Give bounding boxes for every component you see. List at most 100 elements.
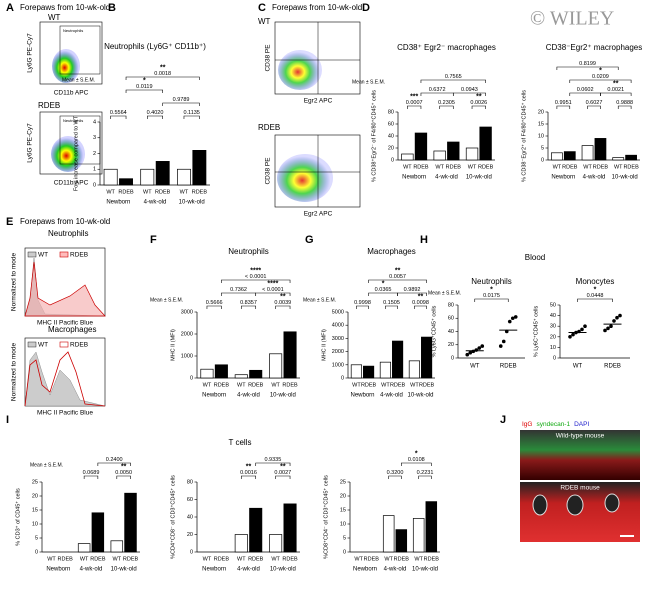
gate bbox=[59, 25, 101, 75]
legend-label: WT bbox=[38, 252, 48, 259]
y-axis-label: %CD4⁺CD8⁻ of CD3⁺CD45⁺ cells bbox=[169, 475, 176, 559]
y-tick-label: 2000 bbox=[332, 349, 344, 355]
significance-stars: ** bbox=[160, 64, 166, 71]
series-label: RDEB bbox=[123, 556, 139, 562]
y-tick-label: 5 bbox=[541, 145, 544, 151]
y-tick-label: 20 bbox=[32, 493, 38, 499]
y-tick-label: 20 bbox=[538, 109, 544, 115]
bar bbox=[124, 492, 137, 553]
p-value: 0.0026 bbox=[470, 100, 487, 106]
series-label: WT bbox=[106, 189, 115, 195]
significance-stars: ** bbox=[280, 293, 286, 300]
bar bbox=[433, 150, 446, 161]
y-axis-label: Fold increase compared to WT bbox=[73, 115, 79, 191]
plot-title: Neutrophils bbox=[48, 229, 88, 238]
bar bbox=[401, 153, 414, 161]
p-value: 0.6372 bbox=[429, 87, 446, 93]
legend-swatch bbox=[59, 341, 69, 348]
plot-label: WT bbox=[48, 13, 61, 22]
axis-label: Egr2 APC bbox=[304, 98, 333, 105]
series-label: WT bbox=[381, 382, 390, 388]
p-value: 0.0175 bbox=[483, 293, 500, 299]
y-tick-label: 25 bbox=[32, 479, 38, 485]
bar bbox=[594, 138, 607, 161]
bar bbox=[249, 507, 263, 553]
bar bbox=[408, 360, 420, 379]
y-tick-label: 40 bbox=[550, 313, 556, 319]
bar bbox=[140, 168, 155, 186]
significance-bracket bbox=[556, 105, 571, 109]
point bbox=[609, 324, 613, 329]
series-label: WT bbox=[410, 382, 419, 388]
p-value: 0.0007 bbox=[406, 100, 423, 106]
bar bbox=[425, 501, 438, 553]
significance-bracket bbox=[569, 92, 601, 96]
chart-title: Neutrophils bbox=[471, 277, 511, 286]
significance-stars: ** bbox=[476, 93, 482, 100]
panel-letter: D bbox=[362, 2, 370, 14]
group-label: 10-wk-old bbox=[270, 567, 296, 573]
series-label: RDEB bbox=[282, 556, 298, 562]
bar bbox=[363, 365, 375, 379]
significance-bracket bbox=[577, 298, 613, 302]
bar bbox=[269, 534, 283, 553]
bar bbox=[77, 543, 91, 553]
y-tick-label: 60 bbox=[448, 316, 454, 322]
gate-label: Neutrophils bbox=[63, 118, 83, 123]
note: Mean ± S.E.M. bbox=[352, 79, 385, 85]
y-tick-label: 15 bbox=[538, 121, 544, 127]
group-label: Newborn bbox=[202, 567, 226, 573]
bar bbox=[110, 540, 124, 553]
significance-bracket bbox=[439, 105, 454, 109]
axis-label: CD11b APC bbox=[54, 180, 89, 187]
significance-bracket bbox=[587, 105, 601, 109]
p-value: 0.9335 bbox=[264, 457, 281, 463]
bar bbox=[103, 168, 118, 186]
y-tick-label: 15 bbox=[340, 507, 346, 513]
point bbox=[580, 327, 584, 332]
series-label: WT bbox=[203, 382, 212, 388]
flow-density bbox=[277, 154, 333, 202]
panel-title: Forepaws from 10-wk-old bbox=[20, 217, 110, 226]
significance-bracket bbox=[385, 305, 398, 309]
significance-bracket bbox=[401, 462, 432, 466]
y-tick-label: 80 bbox=[448, 302, 454, 308]
y-tick-label: 5 bbox=[35, 535, 38, 541]
point bbox=[474, 348, 479, 352]
significance-stars: ** bbox=[246, 463, 252, 470]
y-tick-label: 20 bbox=[388, 145, 394, 151]
group-label: 10-wk-old bbox=[412, 567, 438, 573]
bar bbox=[382, 515, 395, 553]
p-value: 0.9892 bbox=[404, 287, 421, 293]
series-label: RDEB bbox=[562, 164, 578, 170]
point bbox=[568, 335, 572, 339]
point bbox=[465, 352, 470, 357]
axis-label: MHC II Pacific Blue bbox=[37, 410, 93, 417]
p-value: 0.0016 bbox=[240, 470, 257, 476]
p-value: 0.9789 bbox=[173, 97, 190, 103]
point bbox=[612, 319, 616, 323]
legend-swatch bbox=[27, 251, 37, 258]
y-tick-label: 20 bbox=[340, 493, 346, 499]
series-label: RDEB bbox=[364, 556, 380, 562]
significance-stars: ** bbox=[121, 463, 127, 470]
bar bbox=[395, 529, 408, 553]
y-tick-label: 5000 bbox=[332, 309, 344, 315]
note: Mean ± S.E.M. bbox=[150, 297, 183, 303]
significance-bracket bbox=[110, 115, 127, 119]
bar bbox=[269, 353, 283, 379]
point bbox=[498, 344, 503, 348]
point bbox=[480, 344, 485, 348]
significance-bracket bbox=[388, 475, 402, 479]
chart-title: CD38⁻Egr2⁺ macrophages bbox=[546, 43, 643, 52]
group-label: 4-wk-old bbox=[237, 567, 260, 573]
bar bbox=[392, 340, 404, 379]
y-tick-label: 10 bbox=[340, 521, 346, 527]
group-label: 4-wk-old bbox=[80, 567, 103, 573]
y-tick-label: 80 bbox=[388, 109, 394, 115]
blister bbox=[604, 493, 620, 513]
group-label: 10-wk-old bbox=[111, 567, 137, 573]
y-axis-label: % Ly6C⁺CD45⁺ cells bbox=[532, 306, 539, 358]
significance-bracket bbox=[420, 79, 486, 83]
